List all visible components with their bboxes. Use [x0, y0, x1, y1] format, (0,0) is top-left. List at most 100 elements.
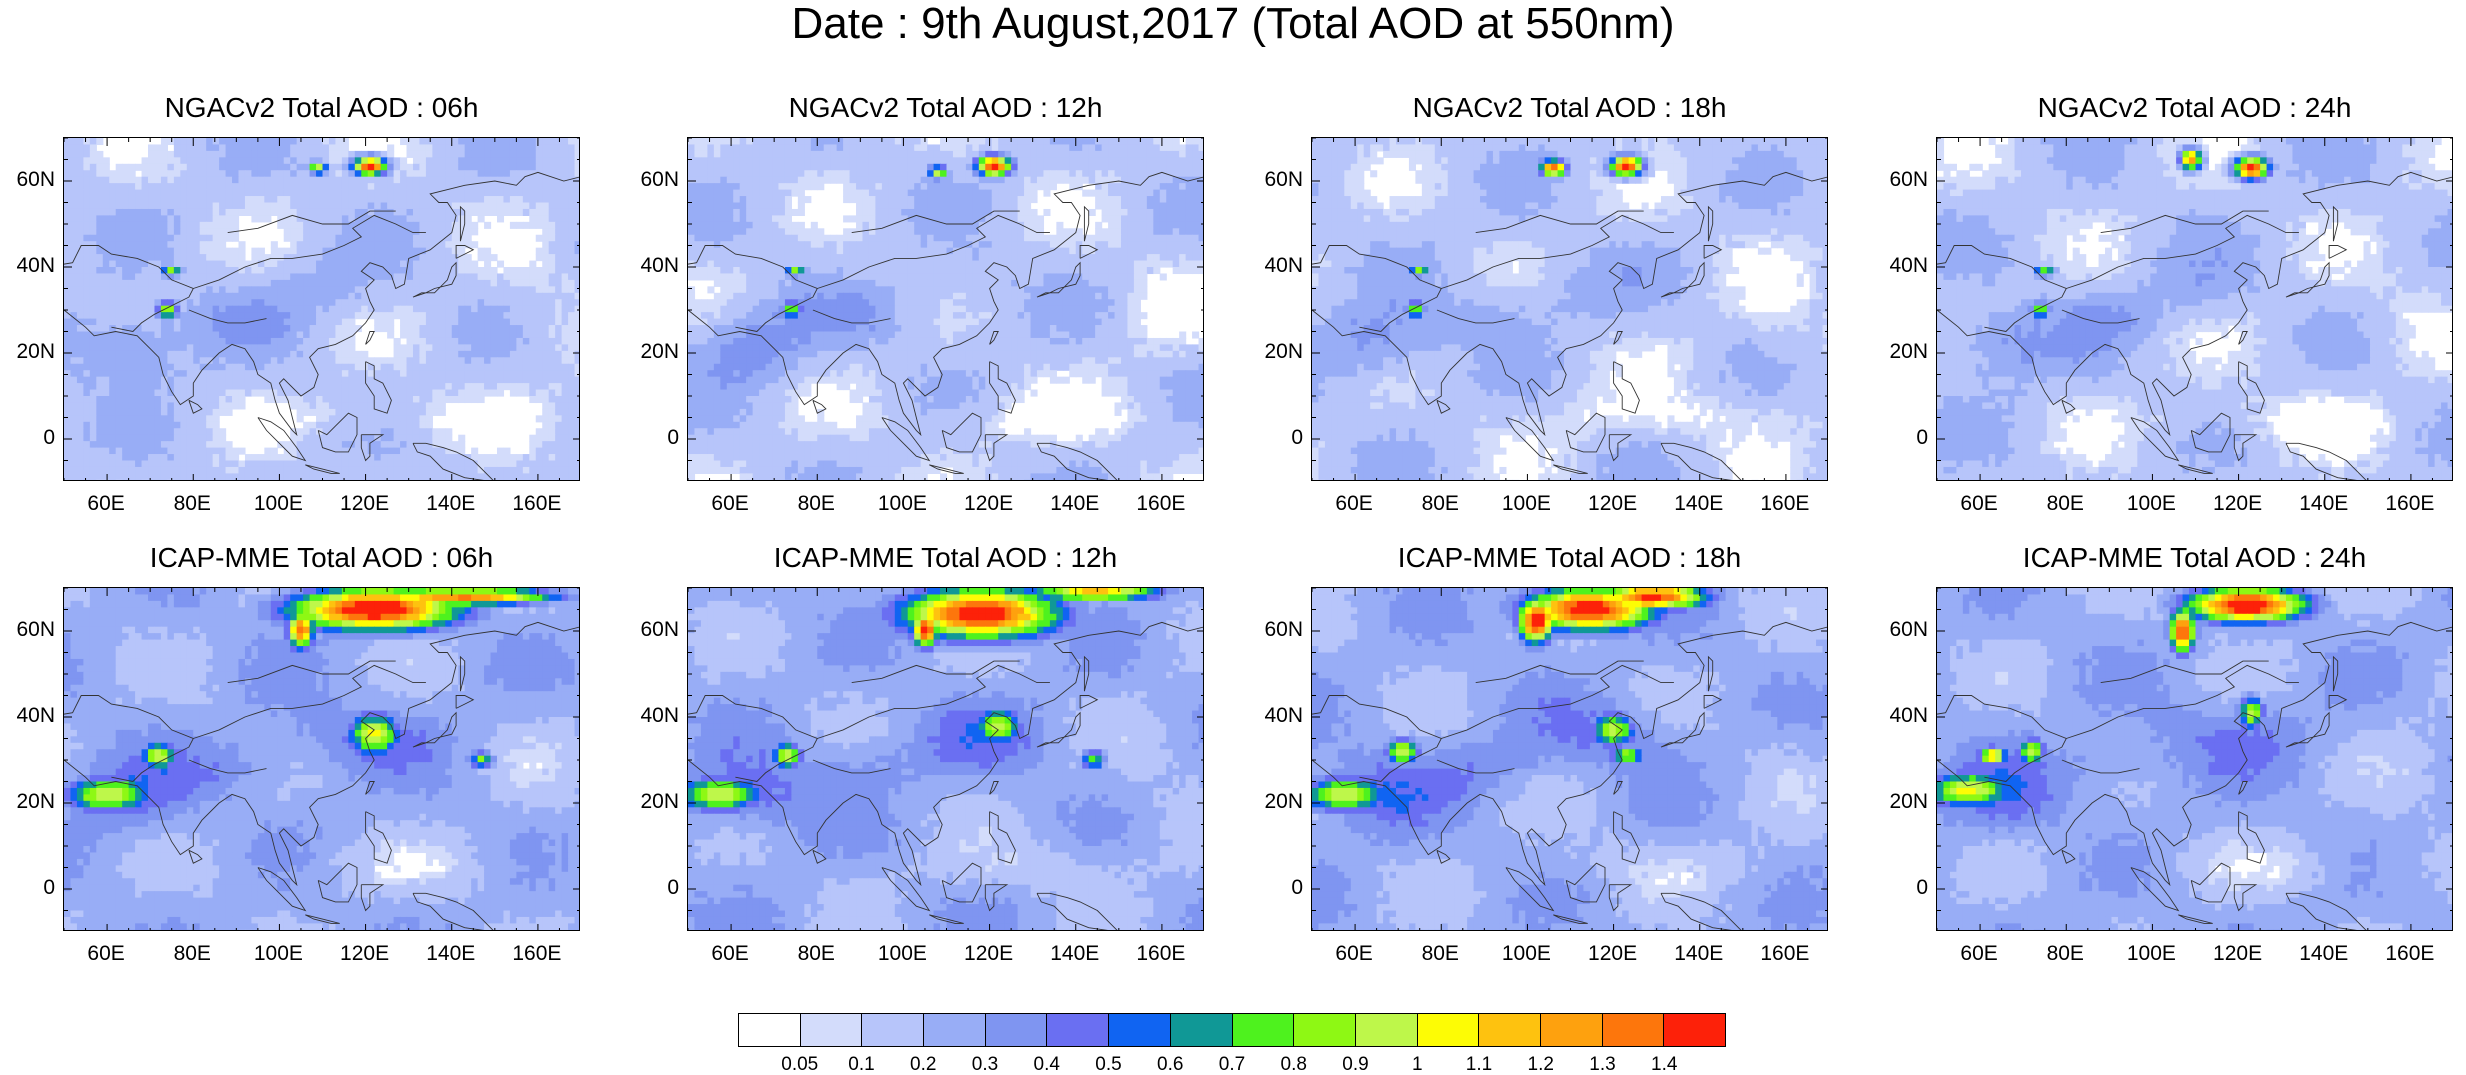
colorbar-label: 0.7 — [1202, 1055, 1262, 1075]
panel-title: NGACv2 Total AOD : 24h — [1876, 92, 2466, 124]
lon-tick-label: 80E — [152, 943, 232, 965]
colorbar-label: 1.3 — [1573, 1055, 1633, 1075]
lon-tick-label: 100E — [862, 943, 942, 965]
lat-tick-label: 60N — [1868, 619, 1928, 641]
lon-tick-label: 160E — [497, 943, 577, 965]
colorbar-label: 1 — [1387, 1055, 1447, 1075]
lat-tick-label: 60N — [0, 619, 55, 641]
map-panel-icap-12 — [687, 587, 1204, 931]
lon-tick-label: 140E — [411, 943, 491, 965]
lat-tick-label: 20N — [1243, 341, 1303, 363]
lon-tick-label: 60E — [690, 493, 770, 515]
lon-tick-label: 160E — [497, 493, 577, 515]
panel-title: NGACv2 Total AOD : 06h — [3, 92, 640, 124]
lon-tick-label: 100E — [2111, 943, 2191, 965]
lon-tick-label: 120E — [1573, 943, 1653, 965]
colorbar-label: 1.2 — [1511, 1055, 1571, 1075]
colorbar-swatch — [739, 1014, 801, 1046]
lon-tick-label: 160E — [2370, 493, 2450, 515]
lon-tick-label: 120E — [2198, 493, 2278, 515]
lon-tick-label: 80E — [152, 493, 232, 515]
colorbar-label: 0.05 — [770, 1055, 830, 1075]
aod-field-map — [1312, 588, 1828, 931]
panel-title: ICAP-MME Total AOD : 12h — [627, 542, 1264, 574]
lon-tick-label: 100E — [2111, 493, 2191, 515]
lon-tick-label: 160E — [1121, 943, 1201, 965]
coastline — [366, 332, 375, 345]
lon-tick-label: 140E — [2284, 943, 2364, 965]
aod-field-map — [688, 138, 1204, 481]
lat-tick-label: 0 — [1243, 427, 1303, 449]
lon-tick-label: 140E — [1659, 943, 1739, 965]
lon-tick-label: 120E — [949, 493, 1029, 515]
lat-tick-label: 40N — [1868, 255, 1928, 277]
lon-tick-label: 60E — [1314, 493, 1394, 515]
lat-tick-label: 20N — [619, 791, 679, 813]
lon-tick-label: 120E — [949, 943, 1029, 965]
lon-tick-label: 80E — [2025, 493, 2105, 515]
lon-tick-label: 80E — [2025, 943, 2105, 965]
lon-tick-label: 80E — [1400, 493, 1480, 515]
colorbar-label: 0.8 — [1264, 1055, 1324, 1075]
aod-field-map — [64, 138, 580, 481]
lon-tick-label: 120E — [2198, 943, 2278, 965]
lat-tick-label: 0 — [1243, 877, 1303, 899]
colorbar-label: 0.3 — [955, 1055, 1015, 1075]
map-panel-icap-18 — [1311, 587, 1828, 931]
panel-title: ICAP-MME Total AOD : 06h — [3, 542, 640, 574]
lon-tick-label: 100E — [238, 493, 318, 515]
lat-tick-label: 40N — [0, 255, 55, 277]
colorbar-swatch — [1356, 1014, 1418, 1046]
lon-tick-label: 140E — [2284, 493, 2364, 515]
lon-tick-label: 100E — [1486, 493, 1566, 515]
lat-tick-label: 60N — [1243, 169, 1303, 191]
lat-tick-label: 20N — [619, 341, 679, 363]
map-panel-ngac-24 — [1936, 137, 2453, 481]
lon-tick-label: 100E — [1486, 943, 1566, 965]
lat-tick-label: 60N — [619, 169, 679, 191]
lat-tick-label: 20N — [1868, 791, 1928, 813]
colorbar-label: 0.9 — [1326, 1055, 1386, 1075]
lon-tick-label: 140E — [1035, 943, 1115, 965]
lat-tick-label: 60N — [0, 169, 55, 191]
lon-tick-label: 160E — [1745, 493, 1825, 515]
map-panel-ngac-12 — [687, 137, 1204, 481]
figure-title: Date : 9th August,2017 (Total AOD at 550… — [0, 0, 2466, 46]
lon-tick-label: 120E — [1573, 493, 1653, 515]
lat-tick-label: 0 — [1868, 427, 1928, 449]
lat-tick-label: 20N — [1243, 791, 1303, 813]
colorbar-swatch — [1541, 1014, 1603, 1046]
lon-tick-label: 60E — [690, 943, 770, 965]
lat-tick-label: 0 — [0, 427, 55, 449]
aod-field-map — [1937, 588, 2453, 931]
lon-tick-label: 100E — [238, 943, 318, 965]
lon-tick-label: 80E — [776, 943, 856, 965]
colorbar-label: 1.1 — [1449, 1055, 1509, 1075]
lat-tick-label: 40N — [619, 705, 679, 727]
lat-tick-label: 40N — [1868, 705, 1928, 727]
colorbar-label: 0.1 — [832, 1055, 892, 1075]
lon-tick-label: 80E — [1400, 943, 1480, 965]
colorbar-swatch — [1233, 1014, 1295, 1046]
lat-tick-label: 0 — [619, 427, 679, 449]
colorbar-swatch — [986, 1014, 1048, 1046]
lat-tick-label: 0 — [619, 877, 679, 899]
lon-tick-label: 140E — [411, 493, 491, 515]
panel-title: ICAP-MME Total AOD : 18h — [1251, 542, 1888, 574]
colorbar-swatch — [1294, 1014, 1356, 1046]
lon-tick-label: 160E — [1121, 493, 1201, 515]
lat-tick-label: 20N — [1868, 341, 1928, 363]
aod-field-map — [1937, 138, 2453, 481]
lon-tick-label: 140E — [1035, 493, 1115, 515]
aod-field-map — [688, 588, 1204, 931]
panel-title: NGACv2 Total AOD : 12h — [627, 92, 1264, 124]
lon-tick-label: 120E — [325, 493, 405, 515]
lat-tick-label: 60N — [1243, 619, 1303, 641]
map-panel-ngac-06 — [63, 137, 580, 481]
colorbar-swatch — [1109, 1014, 1171, 1046]
lon-tick-label: 80E — [776, 493, 856, 515]
colorbar-label: 0.2 — [893, 1055, 953, 1075]
aod-field-map — [64, 588, 580, 931]
lat-tick-label: 60N — [619, 619, 679, 641]
colorbar-label: 0.6 — [1140, 1055, 1200, 1075]
